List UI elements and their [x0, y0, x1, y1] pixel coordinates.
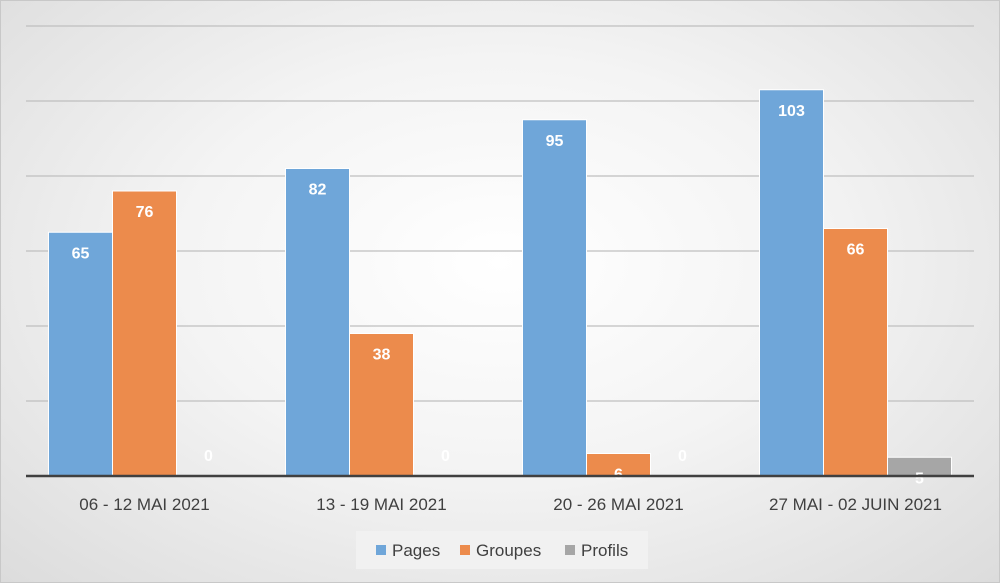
legend-box — [356, 531, 648, 569]
bar — [759, 89, 824, 477]
data-label: 5 — [915, 470, 924, 487]
legend-swatch — [376, 545, 386, 555]
data-label: 103 — [778, 103, 805, 120]
data-label: 65 — [72, 245, 90, 262]
legend-swatch — [460, 545, 470, 555]
bar — [285, 168, 350, 477]
data-label: 0 — [678, 448, 687, 465]
category-label: 27 MAI - 02 JUIN 2021 — [769, 495, 942, 514]
data-label: 82 — [309, 182, 327, 199]
legend-label: Pages — [392, 541, 440, 560]
bar — [522, 119, 587, 477]
data-label: 0 — [441, 448, 450, 465]
bar — [823, 228, 888, 477]
data-label: 95 — [546, 133, 564, 150]
data-label: 76 — [136, 204, 154, 221]
bar — [48, 231, 113, 477]
data-label: 38 — [373, 347, 391, 364]
bar — [112, 190, 177, 477]
legend-swatch — [565, 545, 575, 555]
data-label: 66 — [847, 242, 865, 259]
legend-label: Groupes — [476, 541, 541, 560]
legend-label: Profils — [581, 541, 628, 560]
category-label: 13 - 19 MAI 2021 — [316, 495, 446, 514]
data-label: 0 — [204, 448, 213, 465]
category-label: 20 - 26 MAI 2021 — [553, 495, 683, 514]
category-label: 06 - 12 MAI 2021 — [79, 495, 209, 514]
